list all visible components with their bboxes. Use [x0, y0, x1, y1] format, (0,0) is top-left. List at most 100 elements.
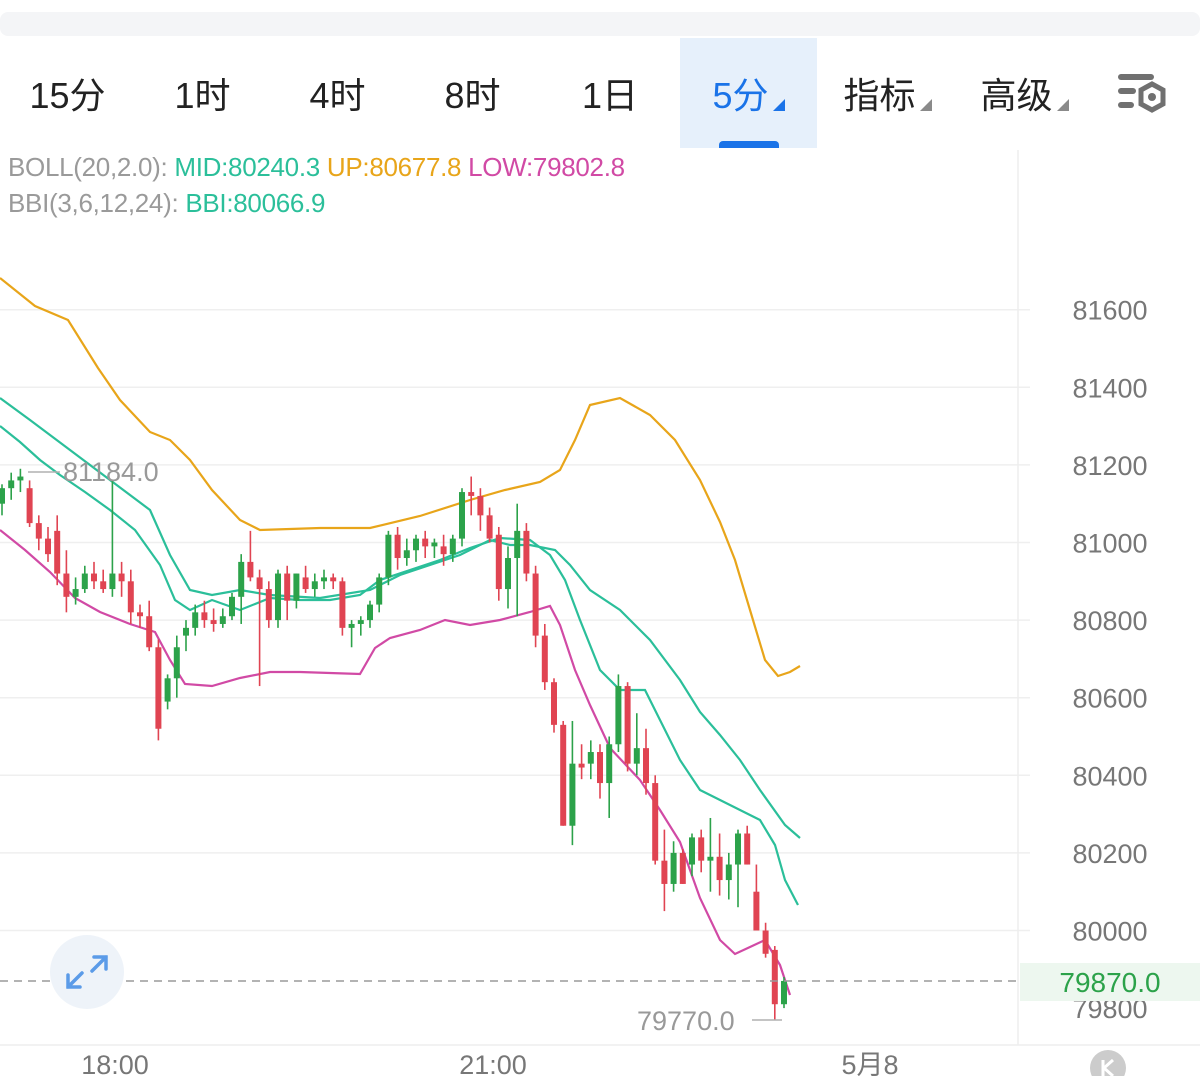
candle	[413, 534, 419, 562]
tab-label: 指标	[843, 75, 916, 116]
grid-lines	[0, 150, 1200, 1046]
candle	[762, 922, 769, 958]
candle	[302, 565, 309, 593]
candle	[505, 546, 511, 609]
candle	[109, 480, 116, 597]
x-tick-label: 18:00	[81, 1050, 149, 1076]
candle	[569, 720, 576, 846]
candle	[403, 538, 410, 566]
candle	[606, 736, 613, 818]
candle	[551, 678, 557, 733]
candle	[100, 569, 107, 593]
candle	[744, 825, 751, 865]
low-price-label: 79770.0	[637, 1006, 735, 1036]
candle	[348, 620, 355, 648]
boll-low-line	[0, 529, 792, 996]
y-tick-label: 81600	[1072, 296, 1147, 326]
indicator-lines	[0, 277, 801, 996]
top-search-bar	[0, 12, 1200, 36]
candle	[118, 561, 125, 597]
tab-advanced[interactable]: 高级	[962, 38, 1087, 148]
candle	[164, 674, 171, 710]
candle	[45, 526, 51, 562]
candle	[652, 775, 659, 865]
candle	[771, 946, 778, 1020]
candle	[284, 565, 291, 621]
candle	[183, 620, 189, 652]
candle	[265, 581, 272, 628]
candle	[321, 569, 327, 590]
candle	[468, 476, 475, 516]
fullscreen-button[interactable]	[50, 935, 124, 1009]
chart-settings-icon[interactable]	[1112, 68, 1172, 120]
candle	[219, 608, 226, 628]
x-tick-label: 21:00	[459, 1050, 527, 1076]
candle	[541, 623, 548, 690]
candle	[238, 554, 245, 624]
candle	[670, 841, 677, 892]
tab-label: 4时	[309, 75, 366, 116]
bbi-line	[0, 425, 799, 906]
candle	[587, 740, 594, 780]
candle	[698, 829, 705, 873]
y-tick-label: 80400	[1072, 761, 1147, 791]
candle	[376, 573, 383, 613]
candle	[624, 682, 631, 772]
candle	[293, 573, 300, 609]
expand-arrows-icon	[66, 955, 108, 989]
candle	[63, 550, 70, 613]
candle	[173, 635, 180, 698]
candle	[8, 472, 15, 500]
tab-4h[interactable]: 4时	[270, 38, 405, 148]
tab-indicators[interactable]: 指标	[825, 38, 950, 148]
candle	[311, 573, 318, 597]
candle	[229, 592, 235, 621]
candle	[17, 468, 24, 493]
candle	[330, 573, 337, 590]
candle	[643, 728, 649, 795]
boll-params: BOLL(20,2.0):	[8, 152, 168, 182]
candle	[339, 577, 346, 636]
boll-up-line	[0, 277, 801, 678]
bbi-params: BBI(3,6,12,24):	[8, 188, 179, 218]
candle	[725, 852, 732, 900]
candle	[459, 488, 465, 547]
candle	[633, 713, 640, 776]
scroll-to-latest-icon[interactable]	[1090, 1050, 1126, 1076]
candle	[275, 569, 281, 628]
candle	[72, 577, 79, 605]
candle	[431, 538, 438, 559]
candle	[578, 744, 585, 780]
tab-label: 1时	[174, 75, 231, 116]
candle	[716, 833, 723, 896]
candle	[532, 565, 539, 648]
tab-label: 5分	[712, 75, 769, 116]
candle	[0, 484, 5, 516]
tab-label: 1日	[581, 75, 639, 116]
candle	[357, 616, 364, 636]
dropdown-triangle-icon	[772, 99, 785, 111]
timeframe-tabs: 15分 1时 4时 8时 1日 5分 指标 高级	[0, 38, 1200, 148]
tab-5m[interactable]: 5分	[680, 38, 817, 148]
candle	[385, 530, 392, 586]
dropdown-triangle-icon	[1056, 99, 1069, 111]
candle	[753, 864, 760, 931]
last-price-tag-bg	[1020, 963, 1200, 1001]
candle	[449, 534, 456, 562]
active-tab-indicator	[718, 141, 779, 148]
boll-legend: BOLL(20,2.0): MID:80240.3 UP:80677.8 LOW…	[8, 152, 625, 183]
tab-1d[interactable]: 1日	[540, 38, 680, 148]
tab-8h[interactable]: 8时	[405, 38, 540, 148]
candle	[91, 561, 97, 590]
candle	[256, 569, 263, 687]
boll-low-value: LOW:79802.8	[468, 152, 625, 182]
candle	[661, 829, 668, 912]
annotations: 81184.0 79770.0 79870.0	[0, 457, 1200, 1036]
tab-15m[interactable]: 15分	[0, 38, 135, 148]
candle	[367, 600, 373, 628]
candle	[192, 604, 199, 636]
tab-label: 8时	[444, 75, 501, 116]
candle	[597, 744, 603, 799]
tab-1h[interactable]: 1时	[135, 38, 270, 148]
